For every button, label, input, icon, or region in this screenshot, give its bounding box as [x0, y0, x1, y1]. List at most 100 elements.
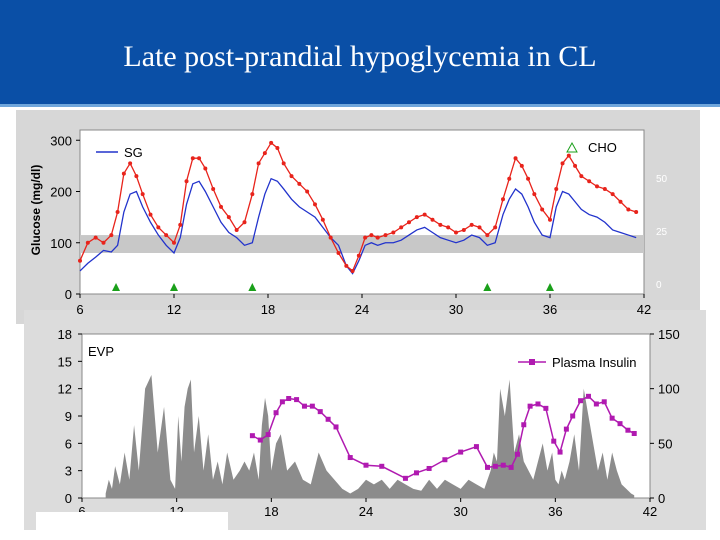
- glucose-point: [128, 161, 133, 166]
- sg-legend-label: SG: [124, 145, 143, 160]
- y-tick-label: 12: [58, 382, 72, 397]
- glucose-plot-area: [79, 129, 645, 295]
- insulin-point: [508, 464, 514, 470]
- y-tick-label: 0: [65, 287, 72, 302]
- glucose-point: [109, 233, 114, 238]
- insulin-point: [473, 444, 479, 450]
- x-tick-label: 30: [453, 504, 467, 519]
- glucose-point: [422, 212, 427, 217]
- glucose-point: [203, 166, 208, 171]
- y-tick-label: 9: [65, 409, 72, 424]
- glucose-point: [477, 225, 482, 230]
- glucose-point: [219, 204, 223, 209]
- glucose-point: [211, 186, 216, 191]
- insulin-point: [249, 433, 255, 439]
- glucose-point: [430, 217, 435, 222]
- glucose-point: [336, 251, 341, 255]
- glucose-point: [501, 197, 505, 202]
- insulin-point: [317, 409, 323, 415]
- cho-event-marker: [112, 283, 121, 291]
- glucose-point: [369, 233, 374, 238]
- glucose-point: [626, 207, 631, 212]
- glucose-point: [172, 240, 176, 245]
- insulin-point: [535, 401, 541, 407]
- glucose-point: [566, 153, 571, 158]
- glucose-point: [469, 222, 474, 227]
- glucose-point: [275, 145, 280, 150]
- glucose-point: [587, 179, 592, 184]
- glucose-point: [134, 174, 139, 179]
- glucose-point: [383, 233, 388, 238]
- x-tick-label: 30: [449, 302, 463, 317]
- glucose-point: [344, 263, 349, 268]
- right-tick-label: 0: [656, 280, 662, 291]
- x-tick-label: 36: [548, 504, 562, 519]
- glucose-point: [485, 233, 490, 238]
- insulin-point: [413, 470, 419, 476]
- glucose-point: [610, 192, 615, 197]
- title-bar: [0, 0, 720, 107]
- x-tick-label: 24: [355, 302, 369, 317]
- insulin-point: [273, 410, 279, 416]
- glucose-point: [101, 240, 106, 245]
- insulin-point: [585, 393, 591, 399]
- insulin-point: [347, 455, 353, 461]
- insulin-point: [286, 396, 292, 402]
- cho-legend-triangle-icon: [566, 141, 578, 153]
- insulin-point: [492, 463, 498, 469]
- glucose-point: [121, 171, 126, 176]
- y-tick-label: 6: [65, 436, 72, 451]
- insulin-point: [578, 398, 584, 404]
- glucose-point: [573, 163, 578, 168]
- cho-event-marker: [170, 283, 178, 291]
- insulin-point: [402, 475, 408, 481]
- glucose-point: [554, 186, 559, 191]
- insulin-point: [527, 403, 533, 409]
- x-tick-label: 24: [359, 504, 373, 519]
- evp-label: EVP: [88, 344, 114, 359]
- glucose-point: [438, 222, 443, 227]
- glucose-point: [164, 233, 169, 238]
- glucose-point: [190, 156, 195, 161]
- insulin-point: [601, 399, 607, 405]
- right-tick-label: 100: [658, 382, 680, 397]
- slide-title: Late post-prandial hypoglycemia in CL: [123, 40, 597, 73]
- glucose-point: [532, 192, 537, 197]
- glucose-point: [184, 179, 189, 184]
- glucose-point: [507, 176, 512, 181]
- insulin-point: [426, 465, 432, 471]
- glucose-point: [634, 210, 639, 214]
- insulin-point: [631, 430, 637, 436]
- glucose-y-axis-label: Glucose (mg/dl): [29, 165, 43, 256]
- insulin-point: [333, 424, 339, 430]
- glucose-point: [328, 235, 333, 240]
- insulin-point: [543, 405, 549, 411]
- insulin-point: [279, 399, 285, 405]
- glucose-point: [540, 207, 545, 212]
- insulin-point: [458, 449, 464, 455]
- glucose-point: [375, 235, 380, 240]
- insulin-point: [514, 451, 520, 457]
- glucose-point: [407, 220, 411, 225]
- insulin-point: [484, 464, 490, 470]
- insulin-point: [325, 416, 331, 422]
- x-tick-label: 42: [637, 302, 651, 317]
- glucose-point: [595, 184, 599, 189]
- x-tick-label: 42: [643, 504, 657, 519]
- glucose-point: [115, 210, 120, 214]
- insulin-point: [257, 437, 263, 443]
- cho-event-marker: [483, 283, 492, 291]
- y-tick-label: 300: [50, 133, 72, 148]
- glucose-point: [226, 215, 231, 220]
- glucose-point: [519, 163, 524, 168]
- insulin-point: [625, 427, 631, 433]
- right-tick-label: 150: [658, 327, 680, 342]
- glucose-point: [363, 235, 368, 240]
- glucose-point: [156, 225, 161, 230]
- glucose-point: [560, 161, 565, 166]
- x-tick-label: 6: [76, 302, 83, 317]
- glucose-point: [446, 225, 451, 230]
- glucose-point: [356, 253, 361, 258]
- sg-series-line: [79, 177, 637, 275]
- glucose-point: [281, 161, 286, 166]
